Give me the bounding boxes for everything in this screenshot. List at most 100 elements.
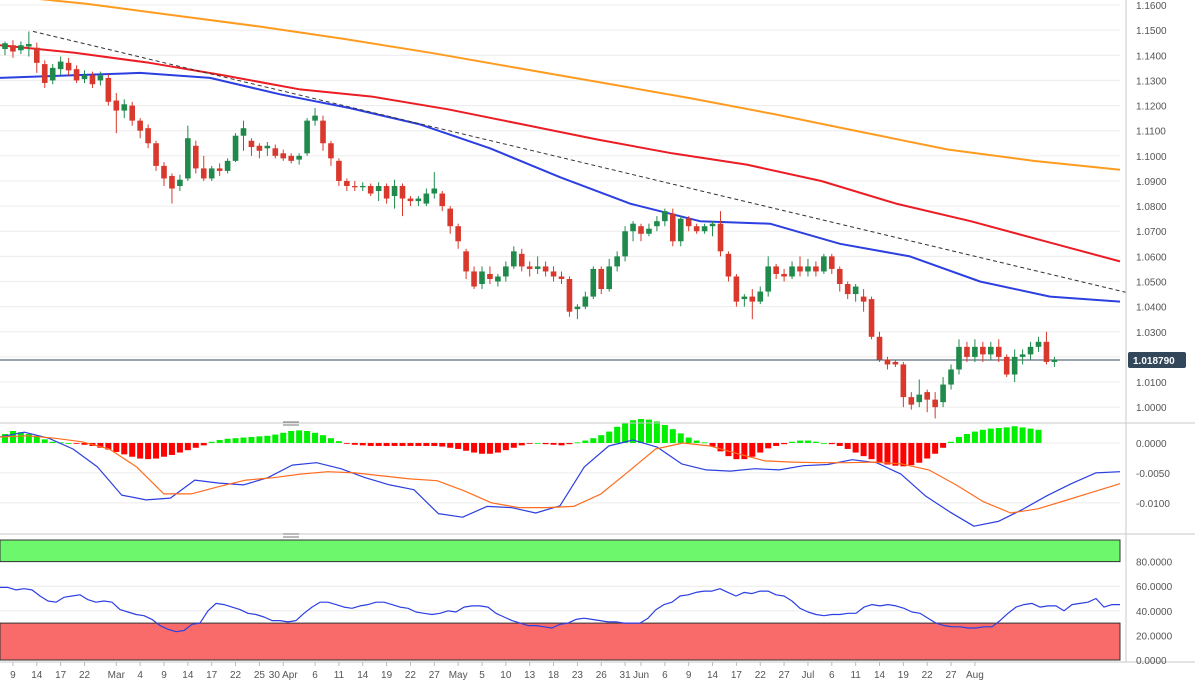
macd-histogram-bar [137,442,144,459]
macd-histogram-bar [924,442,931,459]
candle-body [542,266,549,272]
signal-line [0,435,1121,514]
price-tick-label: 1.1600 [1136,1,1167,12]
candle-body [471,271,477,287]
macd-histogram-bar [57,442,64,444]
macd-histogram-bar [757,442,764,453]
macd-histogram-bar [582,440,589,443]
candle-body [1019,354,1026,357]
candle-body [622,231,628,257]
x-tick-label: Aug [966,670,984,681]
x-tick-label: 22 [922,670,934,681]
candle-body [200,168,207,179]
candle-body [224,160,231,171]
macd-histogram-bar [423,442,430,446]
candle-body [598,268,605,290]
macd-histogram-bar [948,441,955,443]
macd-histogram-bar [630,420,637,443]
candle-body [821,256,827,272]
macd-histogram-bar [884,442,891,465]
x-tick-label: May [449,670,468,681]
candle-body [940,384,946,403]
macd-histogram-bar [479,442,485,454]
candle-body [526,266,533,269]
price-tick-label: 1.0600 [1136,252,1167,263]
macd-histogram-bar [765,442,772,449]
macd-histogram-bar [940,442,947,448]
candle-body [988,346,994,355]
rsi-tick-label: 0.0000 [1136,656,1167,667]
candle-body [137,120,143,131]
rsi-line [0,586,1120,633]
x-tick-label: Jul [802,670,815,681]
x-tick-label: 18 [548,670,560,681]
candle-body [185,138,191,179]
rsi-resize-handle[interactable] [283,533,299,538]
candle-body [240,128,247,136]
macd-histogram-bar [240,437,247,443]
candle-body [995,346,1002,357]
rsi-tick-label: 60.0000 [1136,582,1173,593]
price-tick-label: 1.0800 [1136,202,1167,213]
macd-histogram-bar [860,442,867,457]
rsi-tick-label: 20.0000 [1136,631,1173,642]
macd-histogram-bar [494,442,501,453]
macd-histogram-bar [1003,427,1010,443]
macd-histogram-bar [781,442,788,445]
candle-body [383,185,390,199]
x-tick-label: 9 [161,670,167,681]
x-tick-label: 9 [686,670,692,681]
y-axis: 1.00001.01001.02001.03001.04001.05001.06… [1128,1,1186,667]
macd-histogram-bar [518,442,525,446]
macd-histogram-bar [81,442,88,445]
macd-histogram-bar [797,440,803,443]
macd-histogram-bar [995,427,1002,443]
candle-body [749,296,756,302]
x-tick-label: 27 [429,670,441,681]
x-tick-label: 14 [357,670,369,681]
macd-histogram-bar [749,442,756,457]
macd-histogram-bar [908,442,915,466]
x-tick-label: Mar [108,670,126,681]
candle-body [367,185,374,194]
candle-body [2,43,8,50]
macd-histogram-bar [820,442,827,444]
macd-resize-handle[interactable] [283,421,299,426]
candle-body [487,273,493,279]
rsi-tick-label: 80.0000 [1136,558,1173,569]
macd-histogram-bar [987,428,994,443]
candle-body [868,299,875,337]
candle-body [153,143,159,166]
x-tick-label: 30 Apr [269,670,299,681]
macd-histogram-bar [447,442,454,448]
macd-histogram-bar [598,435,605,443]
macd-histogram-bar [1019,427,1026,443]
macd-histogram-bar [653,421,660,443]
macd-histogram-bar [844,442,851,449]
panel-frame [0,0,1195,663]
x-tick-label: 27 [779,670,791,681]
macd-histogram-bar [741,442,748,460]
candle-body [717,223,724,252]
macd-histogram-bar [232,438,239,443]
candle-body [161,165,167,179]
x-tick-label: 14 [707,670,719,681]
candle-body [97,75,104,81]
candle-body [1011,356,1018,375]
x-tick-label: 11 [850,670,861,681]
rsi-tick-label: 40.0000 [1136,607,1173,618]
macd-histogram-bar [645,419,652,443]
candle-body [320,120,326,144]
x-tick-label: 26 [596,670,608,681]
candle-body [447,208,453,227]
price-tick-label: 1.1300 [1136,76,1167,87]
price-tick-label: 1.0400 [1136,303,1167,314]
price-tick-label: 1.1100 [1136,127,1166,138]
macd-histogram-bar [804,440,811,443]
candle-body [73,69,80,81]
price-tick-label: 1.0300 [1136,328,1167,339]
macd-histogram-bar [216,439,223,443]
candle-body [972,346,978,357]
last-price-badge [1128,351,1186,368]
macd-histogram-bar [542,442,549,445]
